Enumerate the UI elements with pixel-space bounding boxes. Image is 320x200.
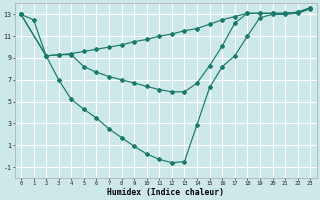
X-axis label: Humidex (Indice chaleur): Humidex (Indice chaleur) [107, 188, 224, 197]
